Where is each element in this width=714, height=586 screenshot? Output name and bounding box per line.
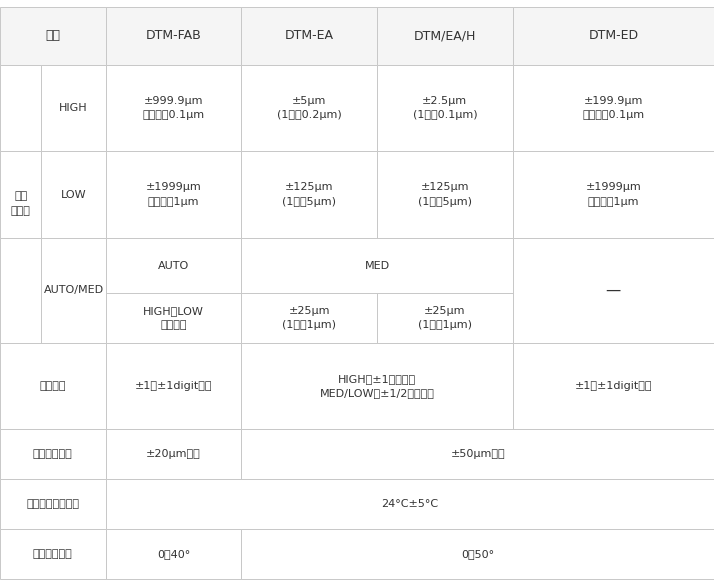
Text: 归零调整范围: 归零调整范围 [33,449,73,459]
Text: 使用温度范围: 使用温度范围 [33,549,73,559]
Bar [106,430,241,479]
Text: DTM-ED: DTM-ED [588,29,638,42]
Text: ±125μm
(1目量5μm): ±125μm (1目量5μm) [282,182,336,207]
Text: HIGH: HIGH [59,103,88,113]
Bar [106,238,241,343]
Text: 精度保证温度范围: 精度保证温度范围 [26,499,79,509]
Bar [513,343,714,430]
Text: ±199.9μm
最小读值0.1μm: ±199.9μm 最小读值0.1μm [582,96,645,120]
Text: 0～50°: 0～50° [461,549,494,559]
Bar [0,7,106,64]
Bar [241,529,714,579]
Bar [513,7,714,64]
Bar [0,430,106,479]
Text: ±1％±1digit以内: ±1％±1digit以内 [135,381,212,391]
Text: DTM/EA/H: DTM/EA/H [413,29,476,42]
Text: 最小
解析值: 最小 解析值 [11,191,31,216]
Text: 24°C±5°C: 24°C±5°C [381,499,438,509]
Bar [241,294,377,343]
Text: DTM-FAB: DTM-FAB [146,29,201,42]
Bar [106,151,241,238]
Bar [241,238,513,343]
Text: ±25μm
(1目量1μm): ±25μm (1目量1μm) [418,306,472,331]
Text: ±2.5μm
(1目量0.1μm): ±2.5μm (1目量0.1μm) [413,96,477,120]
Text: ±20μm以上: ±20μm以上 [146,449,201,459]
Bar [0,64,41,151]
Text: —: — [605,283,621,298]
Bar [513,238,714,343]
Bar [106,529,241,579]
Text: ±1999μm
最小读值1μm: ±1999μm 最小读值1μm [146,182,201,207]
Bar [106,343,241,430]
Text: 0～40°: 0～40° [157,549,190,559]
Text: 型号: 型号 [45,29,61,42]
Bar [0,479,106,529]
Text: ±1999μm
最小读值1μm: ±1999μm 最小读值1μm [585,182,641,207]
Text: AUTO: AUTO [158,261,189,271]
Text: MED: MED [364,261,390,271]
Bar [513,151,714,238]
Bar [377,151,513,238]
Bar [106,7,241,64]
Bar [241,343,513,430]
Bar [377,294,513,343]
Text: HIGH、LOW
自动切换: HIGH、LOW 自动切换 [143,306,204,331]
Text: ±999.9μm
最小读值0.1μm: ±999.9μm 最小读值0.1μm [142,96,205,120]
Bar [513,64,714,151]
Text: AUTO/MED: AUTO/MED [44,285,104,295]
Bar [41,238,106,343]
Bar [41,151,106,238]
Bar [106,64,241,151]
Text: ±1％±1digit以内: ±1％±1digit以内 [575,381,652,391]
Text: ±5μm
(1目量0.2μm): ±5μm (1目量0.2μm) [277,96,341,120]
Bar [377,64,513,151]
Bar [0,238,41,343]
Bar [0,529,106,579]
Bar [377,7,513,64]
Text: 显示误差: 显示误差 [39,381,66,391]
Bar [41,64,106,151]
Text: HIGH：±1目量以内
MED/LOW：±1/2目量以内: HIGH：±1目量以内 MED/LOW：±1/2目量以内 [320,373,434,398]
Text: ±125μm
(1目量5μm): ±125μm (1目量5μm) [418,182,472,207]
Bar [106,479,714,529]
Text: DTM-EA: DTM-EA [285,29,333,42]
Bar [241,430,714,479]
Bar [241,64,377,151]
Bar [241,7,377,64]
Text: ±25μm
(1目量1μm): ±25μm (1目量1μm) [282,306,336,331]
Text: LOW: LOW [61,190,86,200]
Text: ±50μm以上: ±50μm以上 [451,449,505,459]
Bar [0,151,41,238]
Bar [0,343,106,430]
Bar [241,151,377,238]
